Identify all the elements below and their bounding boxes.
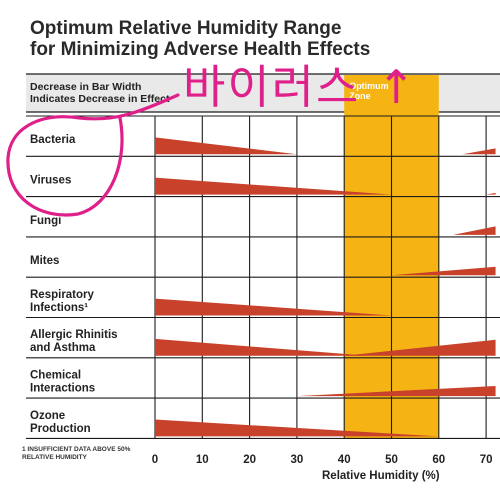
- band-high-bacteria: [462, 148, 496, 155]
- x-tick-label-50: 50: [385, 454, 398, 466]
- row-label-bacteria: Bacteria: [30, 134, 76, 146]
- x-tick-label-70: 70: [480, 454, 493, 466]
- x-tick-label-0: 0: [152, 454, 158, 466]
- footnote: 1 Insufficient data above 50% relative h…: [22, 446, 131, 461]
- x-tick-label-30: 30: [291, 454, 304, 466]
- x-tick-label-40: 40: [338, 454, 351, 466]
- band-low-ozone-production: [155, 419, 439, 437]
- x-tick-label-20: 20: [243, 454, 256, 466]
- band-low-respiratory-infections: [155, 298, 392, 316]
- row-label-ozone-production: Ozone Production: [30, 410, 91, 435]
- row-label-respiratory-infections: Respiratory Infections¹: [30, 289, 95, 314]
- band-high-fungi: [452, 226, 496, 235]
- row-label-chemical-interactions: Chemical Interactions: [30, 369, 95, 394]
- chart-title: Optimum Relative Humidity Range for Mini…: [30, 18, 470, 60]
- x-tick-label-10: 10: [196, 454, 209, 466]
- band-low-viruses: [155, 177, 392, 195]
- chart-title-line-1: Optimum Relative Humidity Range: [30, 18, 342, 39]
- band-high-chemical-interactions: [296, 385, 496, 397]
- band-high-allergic-rhinitis-and-asthma: [344, 339, 496, 356]
- x-tick-label-60: 60: [432, 454, 445, 466]
- band-low-bacteria: [155, 137, 297, 155]
- row-label-mites: Mites: [30, 255, 59, 267]
- row-label-allergic-rhinitis-and-asthma: Allergic Rhinitis and Asthma: [30, 329, 118, 354]
- row-label-fungi: Fungi: [30, 215, 61, 227]
- row-label-viruses: Viruses: [30, 174, 71, 186]
- x-axis-title: Relative Humidity (%): [322, 470, 440, 482]
- chart-title-line-2: for Minimizing Adverse Health Effects: [30, 39, 371, 60]
- band-high-viruses: [486, 192, 496, 195]
- optimum-zone-label: Optimum Zone: [349, 81, 389, 101]
- band-low-allergic-rhinitis-and-asthma: [155, 338, 368, 356]
- band-high-mites: [391, 266, 496, 276]
